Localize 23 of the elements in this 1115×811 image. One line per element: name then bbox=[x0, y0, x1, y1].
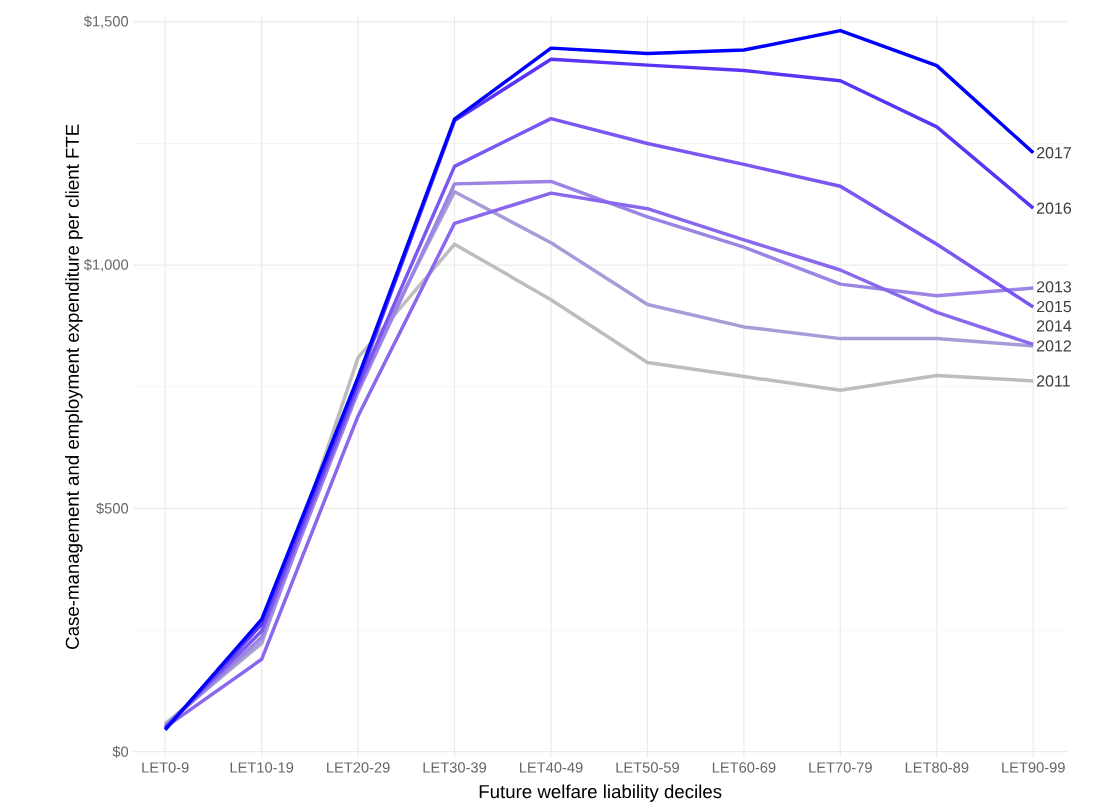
x-tick-label: LET70-79 bbox=[809, 762, 872, 773]
x-tick-label: LET0-9 bbox=[142, 762, 189, 773]
y-tick-label: $1,000 bbox=[83, 258, 129, 272]
x-tick-label: LET30-39 bbox=[423, 762, 487, 773]
x-tick-label: LET40-49 bbox=[520, 762, 583, 773]
series-label: 2012 bbox=[1036, 340, 1071, 352]
x-tick-label: LET50-59 bbox=[616, 762, 679, 773]
x-axis-title: Future welfare liability deciles bbox=[479, 784, 722, 802]
y-tick-label: $500 bbox=[96, 502, 129, 515]
y-tick-label: $0 bbox=[112, 745, 129, 758]
x-tick-label: LET80-89 bbox=[905, 762, 969, 773]
series-label: 2013 bbox=[1036, 281, 1072, 293]
series-label: 2015 bbox=[1036, 300, 1072, 313]
x-tick-label: LET90-99 bbox=[1002, 762, 1065, 773]
series-label: 2014 bbox=[1036, 320, 1072, 332]
x-tick-label: LET60-69 bbox=[712, 762, 776, 773]
y-axis-title: Case-management and employment expenditure per client FTE bbox=[65, 124, 83, 649]
y-tick-label: $1,500 bbox=[83, 15, 129, 29]
x-tick-label: LET10-19 bbox=[230, 762, 294, 773]
x-tick-label: LET20-29 bbox=[327, 762, 390, 773]
series-label: 2017 bbox=[1036, 147, 1071, 159]
series-label: 2016 bbox=[1036, 202, 1072, 214]
series-label: 2011 bbox=[1036, 375, 1070, 387]
